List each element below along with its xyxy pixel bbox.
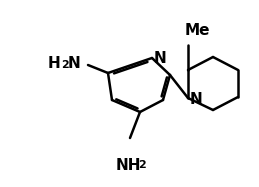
Text: N: N bbox=[190, 91, 203, 107]
Text: 2: 2 bbox=[61, 60, 69, 70]
Text: N: N bbox=[68, 56, 81, 70]
Text: H: H bbox=[47, 56, 60, 70]
Text: NH: NH bbox=[115, 158, 141, 173]
Text: Me: Me bbox=[184, 22, 210, 38]
Text: 2: 2 bbox=[138, 160, 146, 170]
Text: N: N bbox=[154, 50, 167, 65]
